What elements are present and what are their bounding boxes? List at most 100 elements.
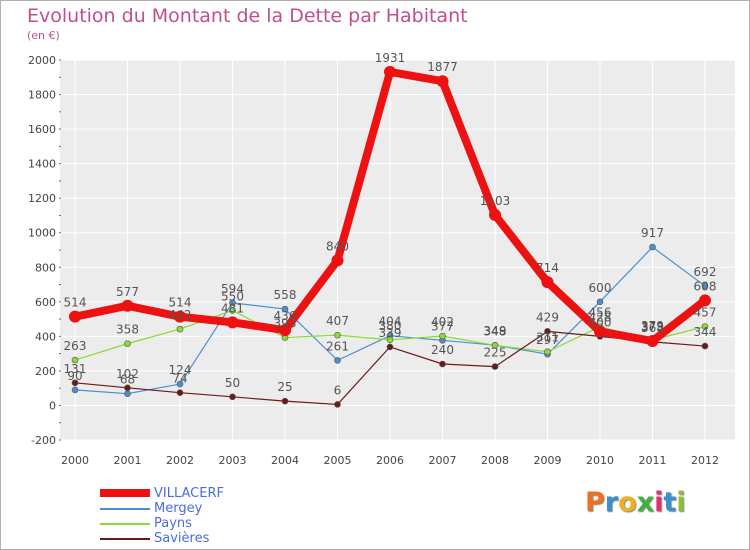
x-tick-label: 2004 (271, 454, 299, 467)
data-label-savires: 400 (589, 315, 612, 329)
data-label-payns: 457 (694, 306, 717, 320)
data-label-savires: 50 (225, 376, 240, 390)
data-point-villacerf (489, 208, 501, 221)
data-point-mergey (176, 380, 184, 388)
data-point-villacerf (699, 294, 711, 307)
data-point-villacerf (331, 254, 344, 267)
data-label-savires: 74 (172, 372, 187, 386)
data-label-villacerf: 1877 (427, 60, 458, 74)
data-label-villacerf: 373 (641, 320, 664, 334)
data-label-mergey: 297 (536, 333, 559, 347)
data-point-villacerf (226, 316, 239, 329)
x-tick-label: 2000 (61, 454, 89, 467)
data-label-savires: 339 (379, 326, 402, 340)
data-label-payns: 348 (484, 324, 507, 338)
data-label-mergey: 261 (326, 339, 349, 353)
data-label-savires: 25 (277, 380, 292, 394)
x-tick-label: 2001 (114, 454, 142, 467)
chart-title: Evolution du Montant de la Dette par Hab… (27, 5, 468, 27)
data-label-savires: 225 (484, 346, 507, 360)
data-point-mergey (701, 282, 709, 290)
data-label-mergey: 377 (431, 319, 454, 333)
data-point-savires (334, 401, 341, 408)
logo-letter: P (585, 487, 605, 518)
data-label-villacerf: 714 (536, 261, 559, 275)
data-label-villacerf: 514 (64, 296, 87, 310)
data-label-savires: 102 (116, 367, 139, 381)
data-label-villacerf: 1931 (375, 51, 406, 65)
data-label-payns: 311 (536, 331, 559, 345)
legend-label-savieres: Savières (154, 531, 210, 546)
y-tick-label: 1800 (28, 89, 56, 102)
logo-letter: i (676, 487, 686, 518)
data-point-payns (386, 336, 394, 344)
data-point-payns (176, 325, 184, 333)
data-label-mergey: 594 (221, 282, 244, 296)
legend-swatch-payns (100, 523, 150, 525)
data-point-villacerf (541, 276, 554, 289)
data-label-payns: 393 (274, 317, 297, 331)
data-point-villacerf (384, 65, 396, 78)
data-point-savires (491, 363, 499, 370)
data-point-payns (439, 332, 446, 340)
x-tick-label: 2007 (429, 454, 457, 467)
data-label-mergey: 68 (120, 373, 135, 387)
y-tick-label: 600 (35, 296, 56, 309)
data-label-savires: 240 (431, 343, 454, 357)
data-point-villacerf (594, 325, 606, 338)
data-label-mergey: 692 (694, 265, 717, 279)
data-point-mergey (596, 298, 604, 306)
y-tick-label: -200 (31, 434, 56, 447)
data-point-mergey (229, 299, 236, 307)
legend-label-villacerf: VILLACERF (154, 486, 224, 501)
logo-letter: x (636, 487, 655, 518)
data-label-mergey: 600 (589, 281, 612, 295)
y-tick-label: 1200 (28, 192, 56, 205)
data-label-payns: 456 (589, 306, 612, 320)
data-label-payns: 358 (116, 323, 139, 337)
legend-swatch-mergey (100, 508, 150, 510)
logo-letter: i (654, 487, 664, 518)
data-label-payns: 550 (221, 289, 244, 303)
data-point-mergey (71, 386, 79, 394)
data-point-mergey (281, 305, 289, 313)
data-label-villacerf: 428 (589, 311, 612, 325)
data-label-mergey: 349 (484, 324, 507, 338)
x-tick-label: 2005 (324, 454, 352, 467)
data-label-payns: 379 (641, 319, 664, 333)
x-tick-label: 2008 (481, 454, 509, 467)
data-label-savires: 131 (64, 362, 87, 376)
legend-swatch-savieres (100, 538, 150, 540)
x-tick-label: 2012 (691, 454, 719, 467)
data-label-villacerf: 481 (221, 301, 244, 315)
data-point-mergey (124, 390, 131, 398)
y-tick-label: 800 (35, 261, 56, 274)
data-point-villacerf (646, 335, 659, 348)
data-point-mergey (649, 243, 656, 251)
y-tick-label: 0 (49, 399, 56, 412)
data-label-payns: 380 (379, 319, 402, 333)
x-tick-label: 2006 (376, 454, 404, 467)
data-label-payns: 407 (326, 314, 349, 328)
data-point-savires (386, 343, 394, 351)
logo-letter: o (618, 487, 637, 518)
data-label-payns: 442 (169, 308, 192, 322)
data-label-villacerf: 608 (694, 279, 717, 293)
data-label-savires: 429 (536, 310, 559, 324)
data-point-villacerf (69, 310, 81, 323)
data-label-mergey: 558 (274, 288, 297, 302)
data-point-payns (701, 323, 709, 330)
x-tick-label: 2010 (586, 454, 614, 467)
legend-swatch-villacerf (100, 489, 150, 497)
data-point-villacerf (121, 299, 134, 312)
data-point-villacerf (174, 310, 186, 323)
data-label-villacerf: 1103 (480, 194, 511, 208)
y-tick-label: 1600 (28, 123, 56, 136)
logo-letter: t (663, 487, 677, 518)
legend-label-mergey: Mergey (154, 501, 203, 516)
data-label-mergey: 124 (169, 363, 192, 377)
x-tick-label: 2002 (166, 454, 194, 467)
data-point-savires (124, 384, 131, 392)
y-tick-label: 400 (35, 330, 56, 343)
